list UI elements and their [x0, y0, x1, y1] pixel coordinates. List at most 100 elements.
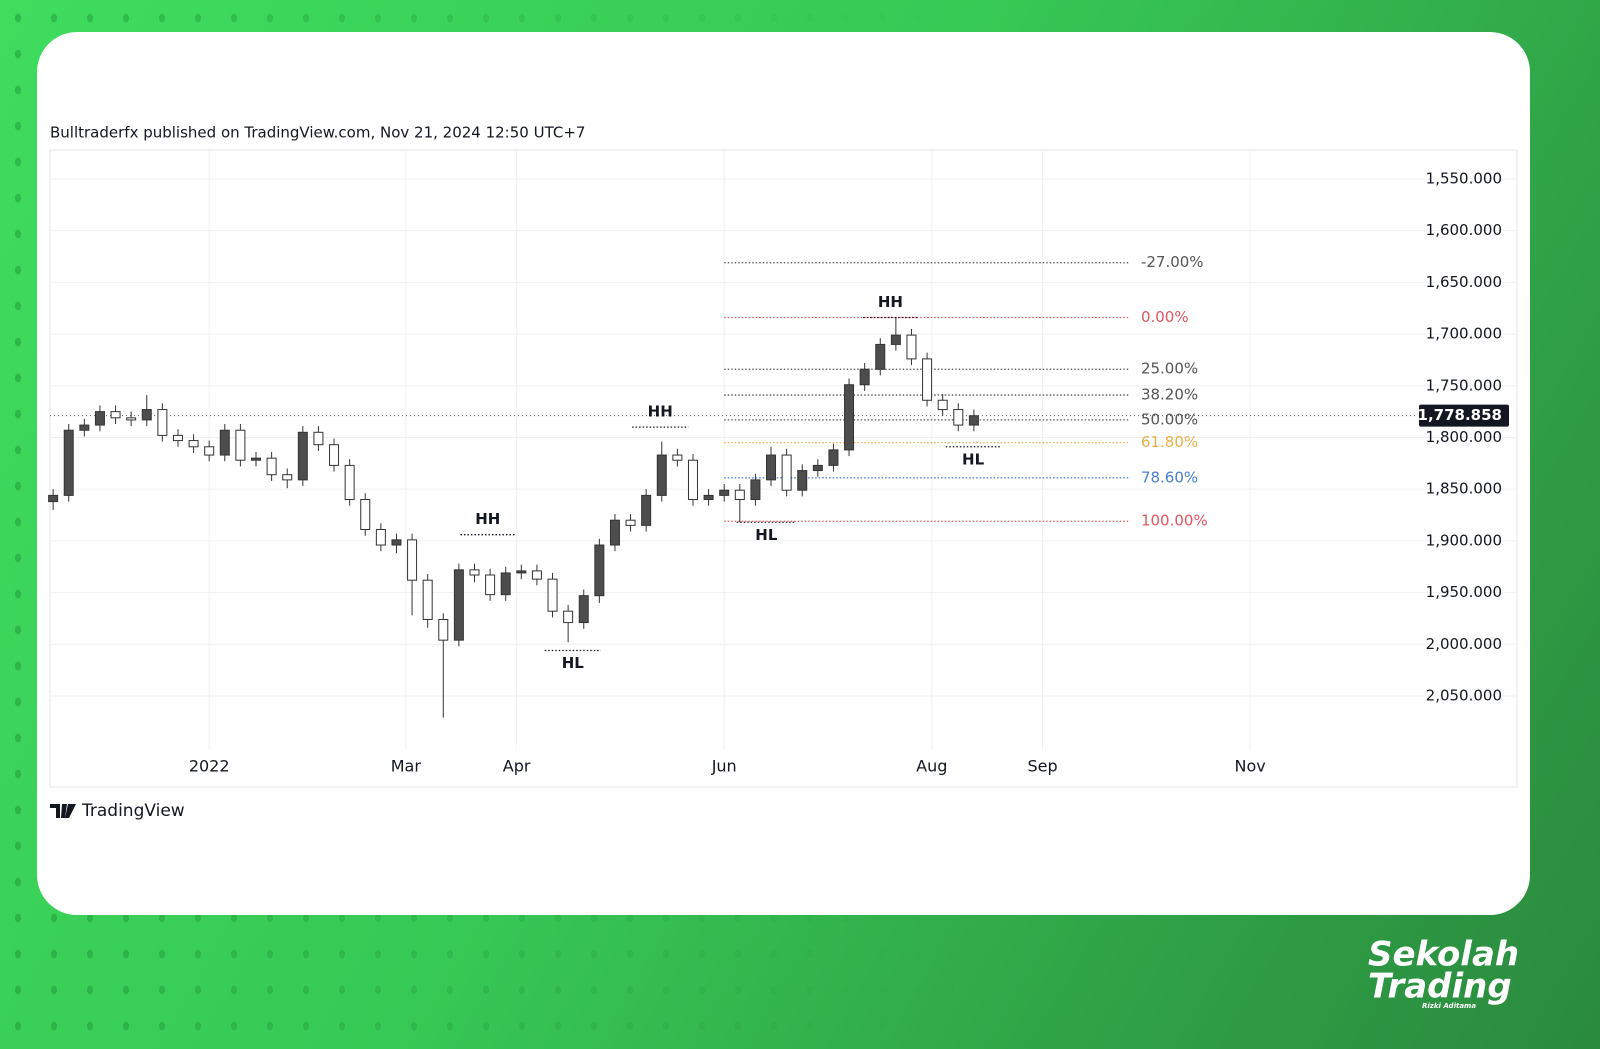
- candle-body: [63, 429, 74, 496]
- candle-body: [219, 429, 230, 456]
- x-tick-label: Jun: [711, 757, 737, 776]
- candle-body: [375, 529, 386, 546]
- candle-body: [578, 595, 589, 624]
- pivot-label: HH: [878, 293, 903, 311]
- candle-body: [344, 464, 355, 501]
- fib-level-label: 100.00%: [1141, 512, 1208, 530]
- pivot-label: HH: [648, 403, 673, 421]
- candle-body: [126, 417, 137, 421]
- candle-body: [656, 454, 667, 496]
- candle-body: [172, 434, 183, 442]
- candle-body: [812, 464, 823, 472]
- candle-body: [781, 454, 792, 491]
- candle-body: [734, 489, 745, 501]
- candle-body: [500, 572, 511, 596]
- candle-body: [485, 574, 496, 596]
- fib-level-label: 0.00%: [1141, 308, 1189, 326]
- candle-body: [641, 494, 652, 526]
- candle-body: [141, 409, 152, 421]
- candle-body: [516, 570, 527, 574]
- candle-body: [859, 368, 870, 386]
- candle-body: [875, 343, 886, 370]
- candle-body: [79, 424, 90, 431]
- candle-body: [625, 519, 636, 526]
- candle-body: [360, 499, 371, 531]
- y-tick-label: 1,700.000: [1426, 325, 1502, 343]
- candle-body: [750, 479, 761, 501]
- candle-body: [594, 544, 605, 597]
- last-price-label: 1,778.858: [1418, 406, 1502, 424]
- tradingview-logo-icon: [50, 804, 76, 818]
- y-tick-label: 1,600.000: [1426, 221, 1502, 239]
- candle-body: [391, 539, 402, 546]
- candle-body: [890, 334, 901, 345]
- candle-body: [672, 454, 683, 461]
- candle-body: [766, 454, 777, 481]
- candle-body: [266, 457, 277, 476]
- x-tick-label: Nov: [1235, 757, 1266, 776]
- fib-level-label: 61.80%: [1141, 433, 1198, 451]
- y-tick-label: 2,000.000: [1426, 635, 1502, 653]
- candle-body: [188, 440, 199, 448]
- y-tick-label: 1,750.000: [1426, 376, 1502, 394]
- candle-body: [844, 384, 855, 451]
- brand-line1: Sekolah: [1368, 935, 1519, 975]
- x-tick-label: Aug: [916, 757, 947, 776]
- candle-body: [94, 411, 105, 426]
- candle-body: [329, 444, 340, 466]
- x-tick-label: Apr: [503, 757, 531, 776]
- candle-body: [157, 409, 168, 436]
- candle-body: [687, 459, 698, 501]
- candle-body: [563, 610, 574, 624]
- x-tick-label: Sep: [1027, 757, 1057, 776]
- pivot-label: HL: [562, 654, 585, 672]
- candle-body: [703, 494, 714, 501]
- y-tick-label: 1,800.000: [1426, 428, 1502, 446]
- y-tick-label: 2,050.000: [1426, 687, 1502, 705]
- candle-body: [407, 539, 418, 581]
- candle-body: [547, 578, 558, 612]
- x-tick-label: Mar: [391, 757, 422, 776]
- candle-body: [110, 411, 121, 419]
- pivot-label: HL: [962, 450, 985, 468]
- candle-body: [906, 334, 917, 360]
- candle-body: [48, 494, 59, 503]
- candle-body: [828, 449, 839, 466]
- grid: [50, 150, 1517, 750]
- candle-body: [968, 415, 979, 426]
- fib-level-label: 25.00%: [1141, 360, 1198, 378]
- candle-body: [609, 519, 620, 546]
- candles: [48, 317, 979, 718]
- fib-level-label: 50.00%: [1141, 410, 1198, 428]
- pivot-label: HH: [475, 510, 500, 528]
- y-tick-label: 1,550.000: [1426, 169, 1502, 187]
- candle-body: [204, 446, 215, 456]
- candle-body: [453, 569, 464, 641]
- plot-frame: [49, 149, 1518, 788]
- candle-body: [797, 470, 808, 491]
- y-tick-label: 1,650.000: [1426, 273, 1502, 291]
- candle-body: [531, 570, 542, 580]
- candle-body: [922, 358, 933, 401]
- fib-level-label: 38.20%: [1141, 386, 1198, 404]
- y-tick-label: 1,850.000: [1426, 480, 1502, 498]
- brand-line2: Trading: [1368, 967, 1512, 1007]
- candle-body: [282, 474, 293, 481]
- fib-level-label: -27.00%: [1141, 253, 1204, 271]
- candle-body: [719, 489, 730, 496]
- footer-logo: TradingView: [81, 801, 185, 821]
- candle-body: [235, 429, 246, 461]
- last-price-box: [1419, 404, 1509, 427]
- pivot-label: HL: [755, 526, 778, 544]
- brand-tagline: Rizki Aditama: [1422, 1002, 1476, 1010]
- candle-body: [937, 399, 948, 411]
- candle-body: [953, 409, 964, 426]
- x-tick-label: 2022: [189, 757, 230, 776]
- attribution: Bulltraderfx published on TradingView.co…: [50, 124, 585, 142]
- y-tick-label: 1,950.000: [1426, 583, 1502, 601]
- candle-body: [297, 431, 308, 481]
- candle-body: [438, 618, 449, 641]
- y-tick-label: 1,900.000: [1426, 531, 1502, 549]
